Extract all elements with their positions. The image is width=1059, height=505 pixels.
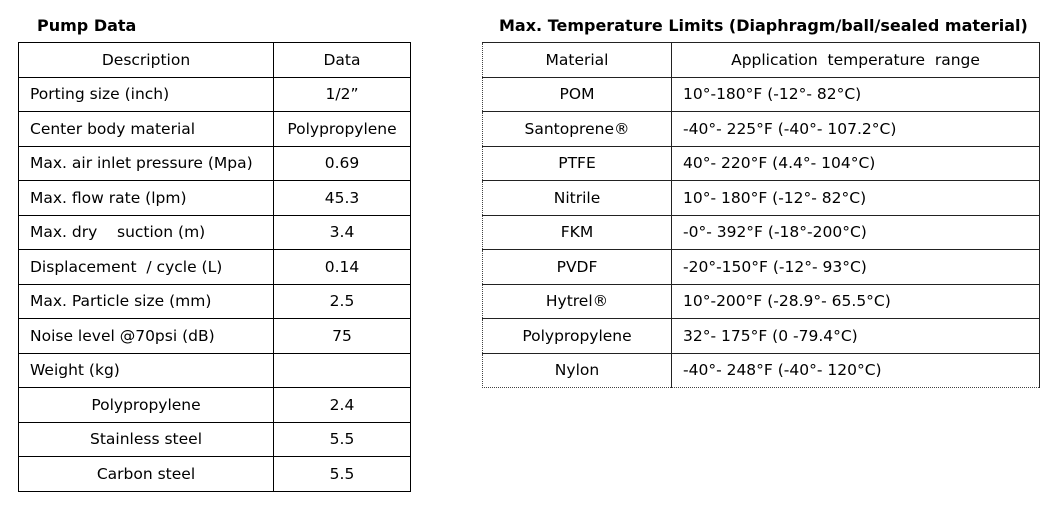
table-row: Center body material Polypropylene bbox=[18, 111, 411, 147]
row-range: 10°-180°F (-12°- 82°C) bbox=[671, 76, 1040, 112]
row-description: Stainless steel bbox=[18, 421, 274, 457]
row-material: Santoprene® bbox=[482, 111, 672, 147]
row-material: Nitrile bbox=[482, 180, 672, 216]
column-header-data: Data bbox=[273, 42, 411, 78]
table-row: Nitrile 10°- 180°F (-12°- 82°C) bbox=[482, 180, 1040, 216]
row-data: 1/2” bbox=[273, 76, 411, 112]
pump-data-title: Pump Data bbox=[37, 16, 137, 35]
table-row: Hytrel® 10°-200°F (-28.9°- 65.5°C) bbox=[482, 283, 1040, 319]
row-range: -40°- 225°F (-40°- 107.2°C) bbox=[671, 111, 1040, 147]
row-data: 3.4 bbox=[273, 214, 411, 250]
row-range: -0°- 392°F (-18°-200°C) bbox=[671, 214, 1040, 250]
column-header-range: Application temperature range bbox=[671, 42, 1040, 78]
row-material: Polypropylene bbox=[482, 318, 672, 354]
table-row: Max. flow rate (lpm) 45.3 bbox=[18, 180, 411, 216]
row-description: Center body material bbox=[18, 111, 274, 147]
column-header-material: Material bbox=[482, 42, 672, 78]
row-material: Hytrel® bbox=[482, 283, 672, 319]
row-data bbox=[273, 352, 411, 388]
column-header-description: Description bbox=[18, 42, 274, 78]
row-data: 45.3 bbox=[273, 180, 411, 216]
table-row: Polypropylene 32°- 175°F (0 -79.4°C) bbox=[482, 318, 1040, 354]
row-description: Max. Particle size (mm) bbox=[18, 283, 274, 319]
table-row: Noise level @70psi (dB) 75 bbox=[18, 318, 411, 354]
row-description: Max. flow rate (lpm) bbox=[18, 180, 274, 216]
row-data: 2.4 bbox=[273, 387, 411, 423]
row-data: 5.5 bbox=[273, 456, 411, 492]
row-material: POM bbox=[482, 76, 672, 112]
row-data: 0.14 bbox=[273, 249, 411, 285]
row-range: -40°- 248°F (-40°- 120°C) bbox=[671, 352, 1040, 388]
row-range: 10°-200°F (-28.9°- 65.5°C) bbox=[671, 283, 1040, 319]
row-range: 40°- 220°F (4.4°- 104°C) bbox=[671, 145, 1040, 181]
table-row: PTFE 40°- 220°F (4.4°- 104°C) bbox=[482, 145, 1040, 181]
table-row: FKM -0°- 392°F (-18°-200°C) bbox=[482, 214, 1040, 250]
table-header-row: Material Application temperature range bbox=[482, 42, 1040, 78]
row-material: PTFE bbox=[482, 145, 672, 181]
row-data: 2.5 bbox=[273, 283, 411, 319]
row-description: Porting size (inch) bbox=[18, 76, 274, 112]
row-material: PVDF bbox=[482, 249, 672, 285]
table-row: Max. air inlet pressure (Mpa) 0.69 bbox=[18, 145, 411, 181]
row-description: Displacement / cycle (L) bbox=[18, 249, 274, 285]
table-header-row: Description Data bbox=[18, 42, 411, 78]
temperature-limits-title: Max. Temperature Limits (Diaphragm/ball/… bbox=[499, 16, 1028, 35]
row-description: Carbon steel bbox=[18, 456, 274, 492]
row-range: 10°- 180°F (-12°- 82°C) bbox=[671, 180, 1040, 216]
table-row: Max. Particle size (mm) 2.5 bbox=[18, 283, 411, 319]
row-material: FKM bbox=[482, 214, 672, 250]
table-row: Stainless steel 5.5 bbox=[18, 421, 411, 457]
row-data: Polypropylene bbox=[273, 111, 411, 147]
table-row: Weight (kg) bbox=[18, 352, 411, 388]
table-row: POM 10°-180°F (-12°- 82°C) bbox=[482, 76, 1040, 112]
table-row: Nylon -40°- 248°F (-40°- 120°C) bbox=[482, 352, 1040, 388]
pump-data-table: Description Data Porting size (inch) 1/2… bbox=[18, 42, 411, 492]
table-row: Carbon steel 5.5 bbox=[18, 456, 411, 492]
row-description: Max. dry suction (m) bbox=[18, 214, 274, 250]
row-data: 0.69 bbox=[273, 145, 411, 181]
table-row: Santoprene® -40°- 225°F (-40°- 107.2°C) bbox=[482, 111, 1040, 147]
row-range: -20°-150°F (-12°- 93°C) bbox=[671, 249, 1040, 285]
table-row: Porting size (inch) 1/2” bbox=[18, 76, 411, 112]
row-data: 5.5 bbox=[273, 421, 411, 457]
table-row: PVDF -20°-150°F (-12°- 93°C) bbox=[482, 249, 1040, 285]
table-row: Max. dry suction (m) 3.4 bbox=[18, 214, 411, 250]
table-row: Polypropylene 2.4 bbox=[18, 387, 411, 423]
table-row: Displacement / cycle (L) 0.14 bbox=[18, 249, 411, 285]
row-description: Noise level @70psi (dB) bbox=[18, 318, 274, 354]
row-material: Nylon bbox=[482, 352, 672, 388]
row-data: 75 bbox=[273, 318, 411, 354]
row-range: 32°- 175°F (0 -79.4°C) bbox=[671, 318, 1040, 354]
row-description: Max. air inlet pressure (Mpa) bbox=[18, 145, 274, 181]
row-description: Weight (kg) bbox=[18, 352, 274, 388]
temperature-limits-table: Material Application temperature range P… bbox=[482, 42, 1040, 388]
row-description: Polypropylene bbox=[18, 387, 274, 423]
